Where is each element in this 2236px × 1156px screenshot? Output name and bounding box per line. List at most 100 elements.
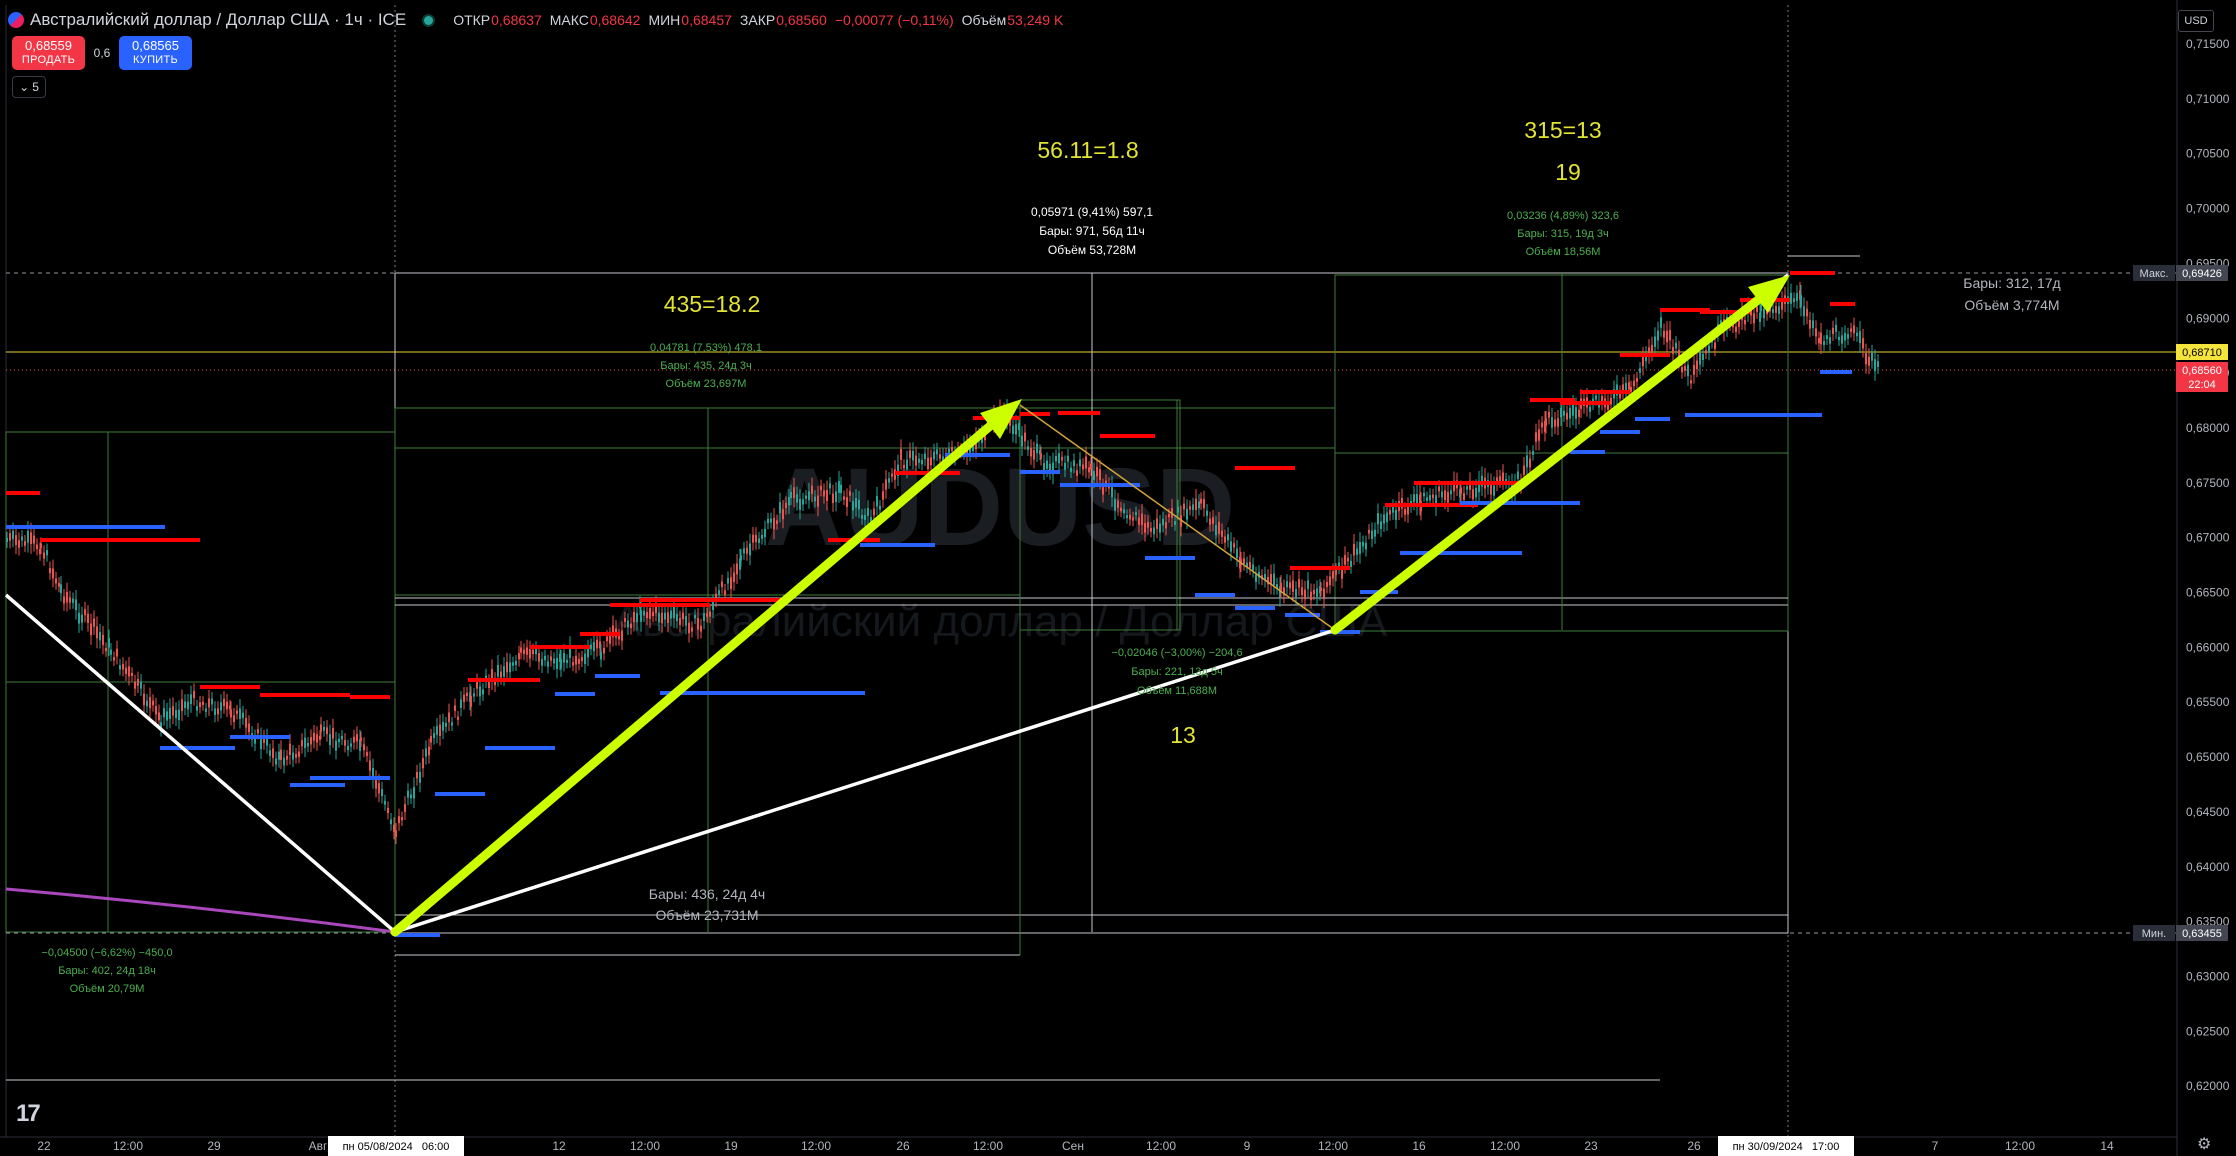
candle-body bbox=[1416, 493, 1418, 506]
candle-body bbox=[122, 663, 124, 670]
candle-body bbox=[945, 454, 947, 461]
candle-body bbox=[566, 659, 568, 663]
time-tick-label: 12:00 bbox=[801, 1139, 831, 1153]
candle-body bbox=[81, 614, 83, 623]
candle-body bbox=[593, 642, 595, 652]
candle-body bbox=[1076, 470, 1078, 476]
candle-body bbox=[451, 722, 453, 726]
measure-range-green[interactable] bbox=[394, 407, 1336, 449]
currency-button[interactable]: USD bbox=[2178, 10, 2214, 32]
max-price-tag: 0,69426 Макс. bbox=[2133, 265, 2228, 281]
candle-body bbox=[811, 485, 813, 494]
candle-body bbox=[1793, 298, 1795, 302]
candle-body bbox=[1183, 503, 1185, 510]
candle-body bbox=[882, 491, 884, 500]
buy-button[interactable]: 0,68565 КУПИТЬ bbox=[119, 36, 192, 70]
candle-body bbox=[1404, 509, 1406, 515]
candle-body bbox=[169, 707, 171, 719]
candle-body bbox=[1052, 462, 1054, 475]
ohlc-value: 0,68560 bbox=[776, 12, 827, 28]
candle-body bbox=[1732, 323, 1734, 328]
candle-body bbox=[1566, 412, 1568, 420]
candle-body bbox=[1132, 517, 1134, 521]
candle-body bbox=[280, 749, 282, 760]
candle-body bbox=[1526, 455, 1528, 468]
candle-body bbox=[24, 541, 26, 546]
candle-body bbox=[630, 623, 632, 629]
candle-body bbox=[1353, 543, 1355, 556]
candle-body bbox=[422, 758, 424, 769]
price-tick-label: 0,67000 bbox=[2186, 531, 2230, 545]
candle-body bbox=[1192, 504, 1194, 510]
candle-body bbox=[1619, 392, 1621, 399]
candle-body bbox=[1493, 485, 1495, 496]
candle-body bbox=[569, 646, 571, 658]
candle-body bbox=[790, 491, 792, 499]
candle-body bbox=[512, 662, 514, 666]
impulse-arrow-1[interactable] bbox=[390, 410, 1008, 937]
candle-body bbox=[419, 771, 421, 783]
tradingview-logo-icon[interactable]: 17 bbox=[16, 1100, 41, 1127]
candle-body bbox=[1267, 576, 1269, 585]
candle-body bbox=[661, 612, 663, 624]
candle-body bbox=[1681, 367, 1683, 373]
price-tick-label: 0,70500 bbox=[2186, 147, 2230, 161]
candle-body bbox=[1221, 530, 1223, 537]
candle-body bbox=[1639, 368, 1641, 373]
candle-body bbox=[1648, 347, 1650, 356]
candle-body bbox=[430, 736, 432, 743]
candle-body bbox=[1663, 330, 1665, 338]
candle-body bbox=[482, 689, 484, 695]
price-tick-label: 0,66000 bbox=[2186, 640, 2230, 654]
candle-body bbox=[1616, 384, 1618, 396]
candle-body bbox=[1625, 382, 1627, 393]
candle-body bbox=[1572, 404, 1574, 416]
time-tick-label: 9 bbox=[1244, 1139, 1251, 1153]
candle-body bbox=[1117, 500, 1119, 508]
candles bbox=[6, 281, 1879, 845]
watermark-name: Австралийский доллар / Доллар США bbox=[613, 597, 1388, 646]
candle-body bbox=[823, 490, 825, 497]
time-tick-label: 22 bbox=[37, 1139, 51, 1153]
candle-body bbox=[1307, 580, 1309, 589]
candle-body bbox=[60, 584, 62, 594]
time-axis[interactable]: 22 12:00 29 Авг 12 12:00 19 12:00 26 12:00 Сен 12:0… bbox=[37, 1139, 2114, 1153]
candle-body bbox=[733, 572, 735, 582]
buy-label: КУПИТЬ bbox=[132, 54, 179, 66]
candle-body bbox=[84, 609, 86, 616]
candle-body bbox=[275, 758, 277, 765]
candle-body bbox=[1264, 573, 1266, 581]
settings-gear-icon[interactable]: ⚙ bbox=[2197, 1136, 2212, 1153]
candle-body bbox=[814, 496, 816, 502]
candle-body bbox=[1162, 518, 1164, 526]
candle-body bbox=[1304, 589, 1306, 600]
candle-body bbox=[428, 746, 430, 756]
price-tick-label: 0,64500 bbox=[2186, 805, 2230, 819]
measure-4-line-3: Объём 11,688M bbox=[1137, 685, 1217, 697]
candle-body bbox=[1024, 432, 1026, 442]
candle-body bbox=[1575, 407, 1577, 419]
candle-body bbox=[1744, 320, 1746, 325]
price-axis[interactable]: 0,715000,710000,705000,700000,695000,690… bbox=[2186, 37, 2230, 1093]
impulse-arrow-2[interactable] bbox=[1330, 284, 1777, 635]
candle-body bbox=[1438, 486, 1440, 492]
time-tick-label: 26 bbox=[896, 1139, 910, 1153]
candle-body bbox=[1781, 299, 1783, 310]
measure-4-line-1: −0,02046 (−3,00%) −204,6 bbox=[1111, 647, 1242, 659]
measure-1-line-3: Объём 53,728M bbox=[1048, 243, 1136, 257]
candle-body bbox=[1447, 491, 1449, 503]
correction-line bbox=[1019, 404, 1336, 631]
indicators-collapse-button[interactable]: ⌄ 5 bbox=[12, 76, 46, 98]
candle-body bbox=[1690, 380, 1692, 384]
symbol-title[interactable]: Австралийский доллар / Доллар США · 1ч ·… bbox=[30, 10, 407, 29]
sell-button[interactable]: 0,68559 ПРОДАТЬ bbox=[12, 36, 85, 70]
candle-body bbox=[1868, 356, 1870, 366]
candle-body bbox=[703, 613, 705, 622]
spread-value: 0,6 bbox=[93, 46, 111, 60]
candle-body bbox=[289, 743, 291, 756]
market-open-icon bbox=[422, 13, 436, 27]
candle-body bbox=[66, 591, 68, 603]
candle-body bbox=[1129, 514, 1131, 520]
yellow-line-tag: 0,68710 bbox=[2176, 344, 2228, 360]
